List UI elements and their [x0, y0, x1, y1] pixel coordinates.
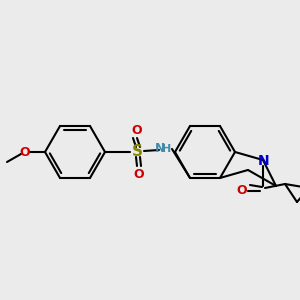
Text: O: O	[237, 184, 247, 197]
Text: O: O	[20, 146, 30, 158]
Text: H: H	[162, 144, 172, 154]
Text: S: S	[131, 145, 142, 160]
Text: N: N	[155, 142, 165, 155]
Text: O: O	[134, 167, 144, 181]
Text: O: O	[132, 124, 142, 136]
Text: N: N	[258, 154, 270, 168]
